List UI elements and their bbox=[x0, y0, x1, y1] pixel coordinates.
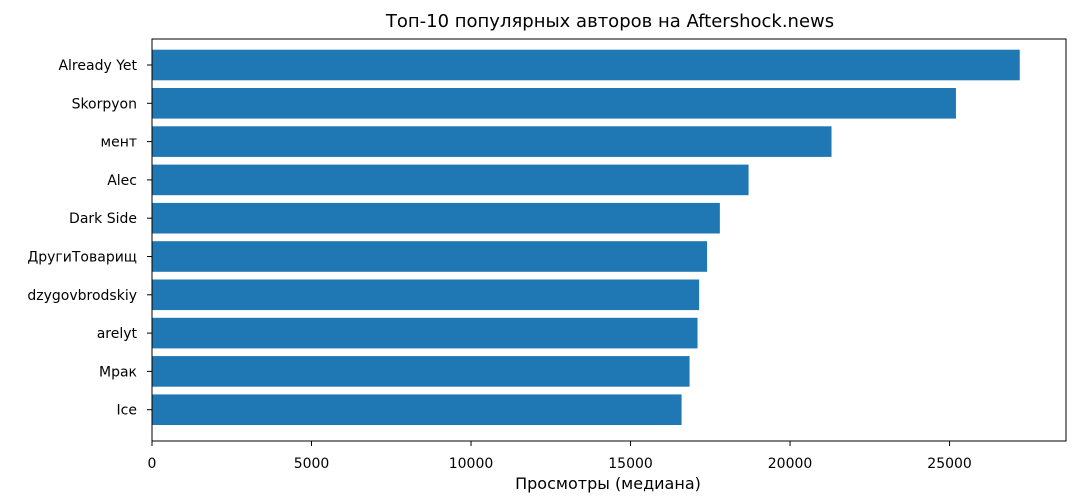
y-tick-label: Skorpyon bbox=[72, 96, 137, 112]
x-axis-ticks: 0 5000 10000 15000 20000 25000 bbox=[148, 441, 972, 472]
bar-4 bbox=[152, 202, 720, 234]
bar-5 bbox=[152, 241, 708, 272]
bar-0 bbox=[152, 49, 1020, 81]
bar-7 bbox=[152, 317, 698, 349]
y-axis-ticks: Already Yet Skorpyon мент Alec Dark Side Друг… bbox=[27, 58, 152, 419]
y-tick-label: dzygovbrodskiy bbox=[27, 288, 137, 304]
chart-title: Топ-10 популярных авторов на Aftershock.… bbox=[385, 11, 834, 32]
x-axis-label: Просмотры (медиана) bbox=[515, 474, 701, 493]
axes-frame bbox=[151, 38, 1067, 442]
x-tick-label: 25000 bbox=[927, 456, 972, 472]
x-tick-label: 5000 bbox=[294, 456, 330, 472]
y-tick-label: мент bbox=[101, 135, 137, 151]
y-tick-label: Already Yet bbox=[58, 58, 137, 74]
bar-1 bbox=[152, 88, 956, 119]
bars-group bbox=[152, 49, 1020, 425]
y-tick-label: ДругиТоварищ bbox=[27, 250, 137, 266]
bar-8 bbox=[152, 356, 690, 387]
plot-frame bbox=[151, 38, 1067, 442]
x-tick-label: 0 bbox=[148, 456, 157, 472]
y-tick-label: Alec bbox=[107, 173, 137, 189]
x-tick-label: 10000 bbox=[449, 456, 494, 472]
bar-6 bbox=[152, 279, 700, 311]
bar-2 bbox=[152, 126, 832, 157]
bar-3 bbox=[152, 164, 749, 196]
y-tick-label: Dark Side bbox=[69, 211, 137, 227]
y-tick-label: Мрак bbox=[99, 364, 137, 380]
x-tick-label: 20000 bbox=[768, 456, 813, 472]
x-tick-label: 15000 bbox=[608, 456, 653, 472]
y-tick-label: arelyt bbox=[97, 326, 138, 342]
y-tick-label: Ice bbox=[117, 403, 137, 419]
bar-9 bbox=[152, 394, 682, 425]
